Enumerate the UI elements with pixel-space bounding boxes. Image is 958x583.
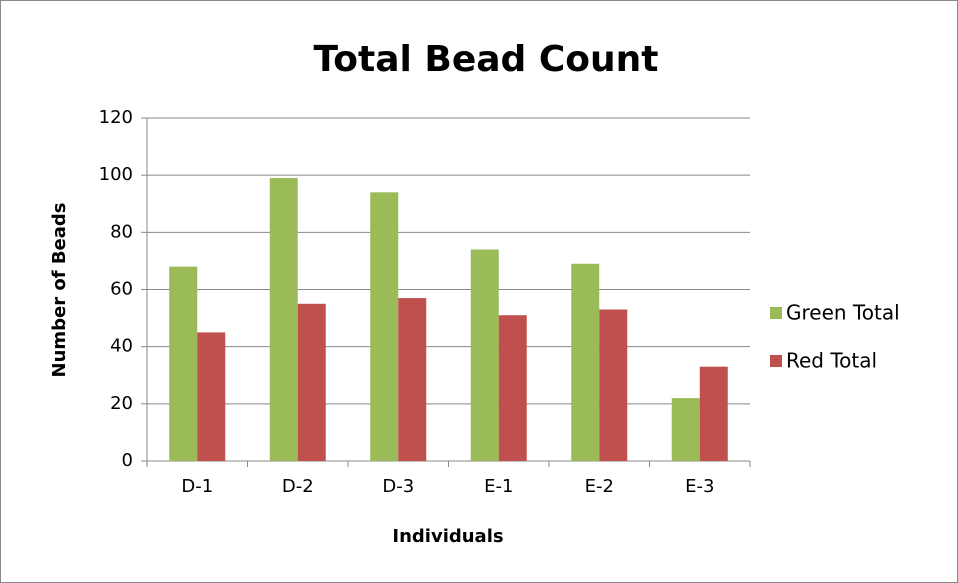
- chart-title: Total Bead Count: [314, 39, 659, 80]
- bar: [169, 266, 198, 461]
- bar: [269, 178, 298, 461]
- x-tick-label: E-2: [585, 476, 614, 497]
- x-tick-label: E-1: [484, 476, 513, 497]
- y-tick-label: 120: [99, 107, 133, 128]
- y-tick-label: 40: [110, 336, 133, 357]
- y-tick-label: 20: [110, 393, 133, 414]
- bar: [571, 263, 600, 461]
- x-tick-label: D-3: [382, 476, 414, 497]
- y-tick-label: 60: [110, 279, 133, 300]
- legend-swatch: [770, 355, 782, 367]
- x-axis-label: Individuals: [392, 526, 503, 547]
- y-tick-label: 100: [99, 164, 133, 185]
- bar: [470, 249, 499, 461]
- x-tick-label: D-2: [282, 476, 314, 497]
- bar: [197, 332, 226, 461]
- bar: [297, 303, 326, 461]
- x-tick-label: E-3: [685, 476, 714, 497]
- bar: [671, 398, 700, 461]
- bar: [699, 366, 728, 461]
- y-axis-label: Number of Beads: [49, 202, 70, 377]
- bar: [370, 192, 399, 462]
- legend-label: Red Total: [786, 349, 877, 373]
- x-tick-label: D-1: [181, 476, 213, 497]
- bar: [599, 309, 628, 461]
- y-tick-label: 80: [110, 221, 133, 242]
- legend-label: Green Total: [786, 301, 900, 325]
- y-tick-label: 0: [122, 450, 133, 471]
- bar: [398, 298, 427, 461]
- bar: [498, 315, 527, 461]
- legend-swatch: [770, 307, 782, 319]
